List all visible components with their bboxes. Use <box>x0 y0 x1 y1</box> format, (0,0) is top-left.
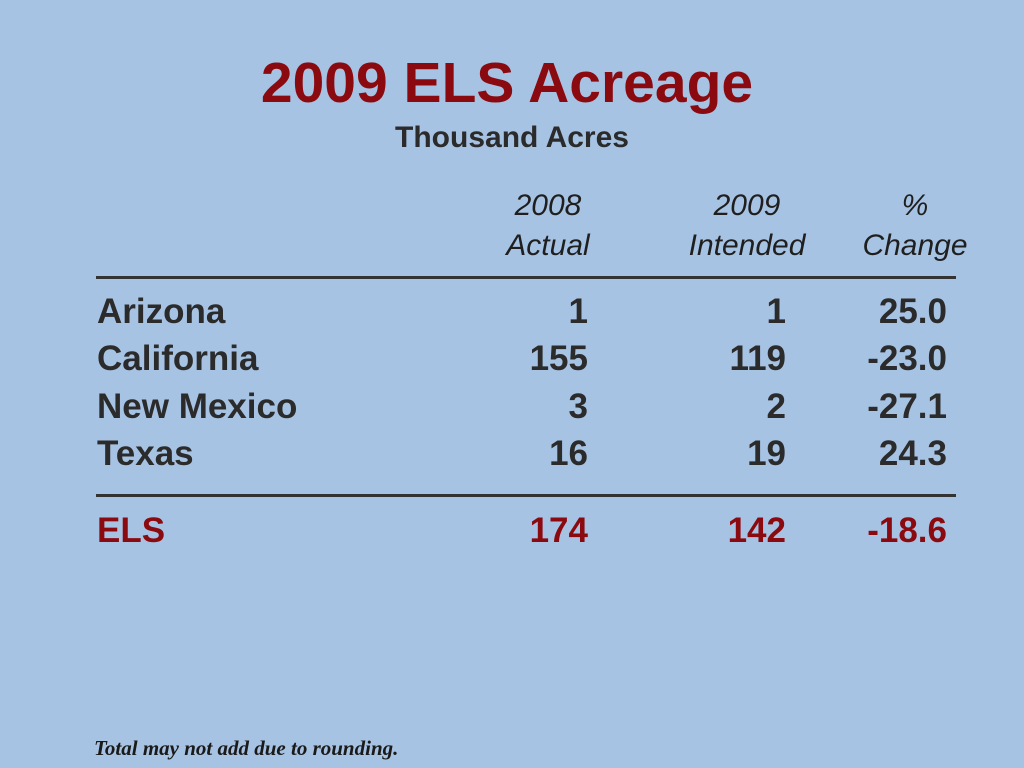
row-2009-intended: 119 <box>729 339 786 378</box>
column-header-year: 2009 <box>713 189 781 222</box>
row-2008-actual: 1 <box>568 292 588 331</box>
row-2008-actual: 16 <box>549 434 588 473</box>
column-header-label: Intended <box>688 229 806 262</box>
column-header-symbol: % <box>901 189 929 222</box>
total-2009-intended: 142 <box>727 511 786 550</box>
table-row-total: ELS 174 142 -18.6 <box>0 508 1024 554</box>
row-2009-intended: 19 <box>747 434 786 473</box>
row-2008-actual: 3 <box>568 387 588 426</box>
column-header-percent-change: % Change <box>848 186 982 266</box>
slide-title: 2009 ELS Acreage <box>260 51 754 115</box>
row-state-name: New Mexico <box>97 387 298 426</box>
table-row-texas: Texas 16 19 24.3 <box>0 431 1024 477</box>
column-header-2009-intended: 2009 Intended <box>667 186 827 266</box>
row-2009-intended: 2 <box>766 387 786 426</box>
row-percent-change: -27.1 <box>867 387 947 426</box>
row-state-name: Texas <box>97 434 194 473</box>
row-percent-change: 24.3 <box>878 434 947 473</box>
row-state-name: California <box>97 339 259 378</box>
table-bottom-rule <box>96 494 956 497</box>
column-header-label: Change <box>862 229 968 262</box>
table-row-california: California 155 119 -23.0 <box>0 336 1024 382</box>
row-2008-actual: 155 <box>529 339 588 378</box>
row-percent-change: -23.0 <box>867 339 947 378</box>
row-state-name: Arizona <box>97 292 226 331</box>
table-row-arizona: Arizona 1 1 25.0 <box>0 289 1024 335</box>
footnote: Total may not add due to rounding. <box>94 736 399 760</box>
row-percent-change: 25.0 <box>878 292 947 331</box>
total-label: ELS <box>97 511 166 550</box>
table-top-rule <box>96 276 956 279</box>
total-percent-change: -18.6 <box>867 511 947 550</box>
column-header-year: 2008 <box>514 189 582 222</box>
column-header-2008-actual: 2008 Actual <box>488 186 608 266</box>
total-2008-actual: 174 <box>529 511 588 550</box>
table-row-new-mexico: New Mexico 3 2 -27.1 <box>0 384 1024 430</box>
slide-subtitle: Thousand Acres <box>395 121 629 154</box>
row-2009-intended: 1 <box>766 292 786 331</box>
column-header-label: Actual <box>506 229 590 262</box>
